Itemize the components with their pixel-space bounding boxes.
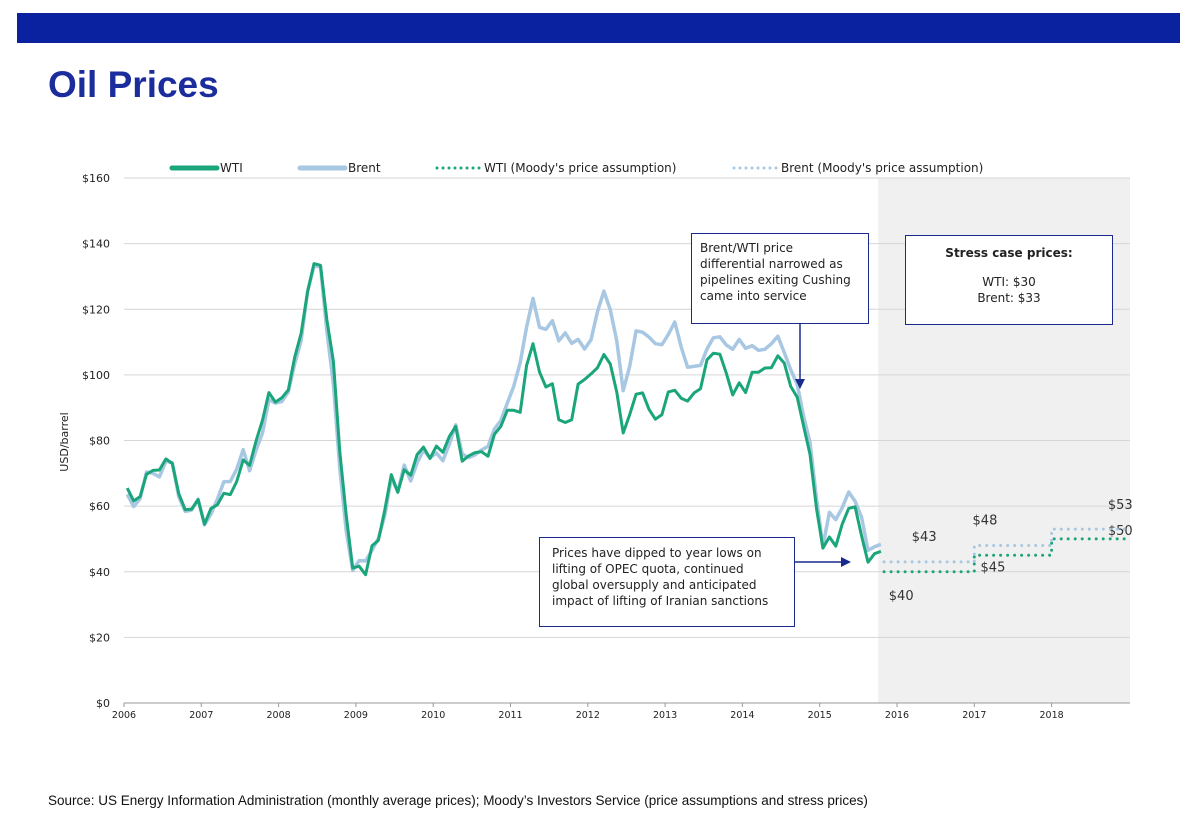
stress-wti: WTI: $30 (982, 275, 1036, 289)
assumption-label: $50 (1108, 524, 1133, 539)
y-tick-label: $160 (82, 172, 110, 185)
stress-brent: Brent: $33 (977, 291, 1041, 305)
x-tick-label: 2012 (576, 710, 600, 721)
y-tick-label: $120 (82, 303, 110, 316)
annotation-line: Brent/WTI price (700, 241, 794, 255)
page-title: Oil Prices (48, 64, 219, 105)
x-tick-label: 2010 (421, 710, 445, 721)
x-tick-label: 2008 (267, 710, 291, 721)
cushing-annotation: Brent/WTI price differential narrowed as… (691, 233, 869, 324)
x-tick-label: 2007 (189, 710, 213, 721)
y-tick-label: $80 (89, 435, 110, 448)
annotation-line: differential narrowed as (700, 257, 843, 271)
assumption-label: $40 (889, 589, 914, 604)
y-tick-label: $140 (82, 238, 110, 251)
annotation-line: global oversupply and anticipated (552, 578, 757, 592)
arrowhead-icon (841, 557, 851, 567)
opec-annotation: Prices have dipped to year lows on lifti… (539, 537, 795, 627)
y-tick-label: $0 (96, 697, 110, 710)
x-tick-label: 2009 (344, 710, 368, 721)
wti-series-line (125, 262, 882, 577)
annotation-line: came into service (700, 289, 807, 303)
brent-series-line (125, 264, 882, 573)
x-tick-label: 2011 (498, 710, 522, 721)
y-tick-label: $20 (89, 631, 110, 644)
x-tick-label: 2014 (730, 710, 754, 721)
top-banner (17, 13, 1180, 43)
assumption-label: $53 (1108, 498, 1133, 513)
assumption-label: $45 (981, 560, 1006, 575)
annotation-line: Prices have dipped to year lows on (552, 546, 762, 560)
legend-label: WTI (220, 161, 243, 175)
y-tick-label: $40 (89, 566, 110, 579)
x-tick-label: 2016 (885, 710, 909, 721)
x-tick-label: 2006 (112, 710, 136, 721)
x-tick-label: 2015 (808, 710, 832, 721)
arrowhead-icon (795, 379, 805, 389)
legend-label: Brent (Moody's price assumption) (781, 161, 983, 175)
annotation-line: impact of lifting of Iranian sanctions (552, 594, 769, 608)
assumption-label: $48 (973, 514, 998, 529)
annotation-line: lifting of OPEC quota, continued (552, 562, 744, 576)
y-tick-label: $100 (82, 369, 110, 382)
stress-title: Stress case prices: (945, 246, 1073, 260)
x-tick-label: 2018 (1040, 710, 1064, 721)
legend-label: WTI (Moody's price assumption) (484, 161, 676, 175)
stress-case-box: Stress case prices: WTI: $30 Brent: $33 (905, 235, 1113, 325)
y-axis-label: USD/barrel (58, 412, 71, 471)
y-tick-label: $60 (89, 500, 110, 513)
annotation-line: pipelines exiting Cushing (700, 273, 851, 287)
assumption-label: $43 (912, 530, 937, 545)
x-tick-label: 2017 (962, 710, 986, 721)
legend-label: Brent (348, 161, 381, 175)
source-note: Source: US Energy Information Administra… (48, 793, 868, 808)
x-tick-label: 2013 (653, 710, 677, 721)
